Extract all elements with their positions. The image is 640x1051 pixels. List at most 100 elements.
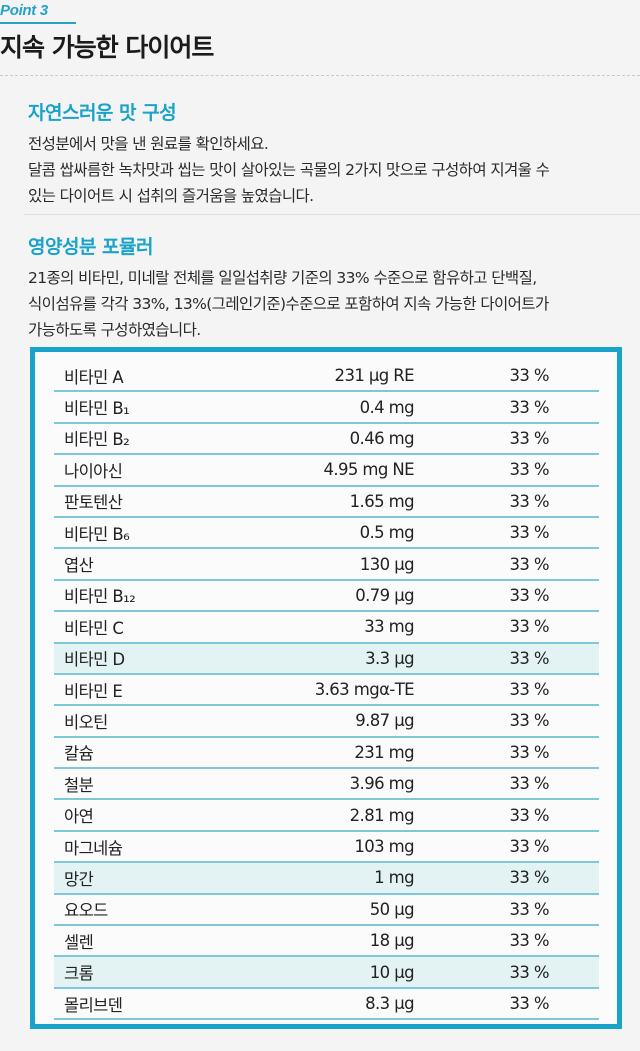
table-row: 아연 2.81 mg 33 % [54, 800, 599, 832]
nutrient-percent: 33 % [509, 460, 549, 480]
nutrition-formula-section: 영양성분 포뮬러 21종의 비타민, 미네랄 전체를 일일섭취량 기준의 33%… [28, 232, 620, 343]
table-row: 비타민 B₆ 0.5 mg 33 % [54, 518, 599, 550]
table-row: 칼슘 231 mg 33 % [54, 738, 599, 770]
nutrient-percent: 33 % [509, 428, 549, 448]
point-underline [0, 22, 76, 24]
nutrient-amount: 103 mg [354, 837, 414, 857]
natural-taste-heading: 자연스러운 맛 구성 [28, 102, 177, 124]
nutrient-name: 망간 [64, 869, 94, 889]
nutrient-amount: 231 μg RE [334, 366, 415, 386]
nutrient-percent: 33 % [509, 554, 549, 574]
nutrient-percent: 33 % [509, 397, 549, 417]
nutrient-table: 비타민 A 231 μg RE 33 % 비타민 B₁ 0.4 mg 33 % 비타민 B₂… [30, 347, 622, 1029]
page-title: 지속 가능한 다이어트 [0, 33, 214, 62]
nutrient-amount: 3.96 mg [349, 774, 415, 794]
nutrient-percent: 33 % [509, 994, 549, 1013]
nutrient-percent: 33 % [509, 648, 549, 668]
nutrient-amount: 18 μg [369, 931, 415, 951]
nutrient-amount: 2.81 mg [349, 805, 415, 825]
table-row: 셀렌 18 μg 33 % [54, 926, 599, 958]
table-row: 비타민 E 3.63 mgα-TE 33 % [54, 675, 599, 707]
nutrient-name: 비타민 B₆ [64, 524, 130, 544]
nutrient-name: 비타민 B₂ [64, 430, 130, 450]
table-row: 비타민 B₁ 0.4 mg 33 % [54, 392, 599, 424]
table-row: 판토텐산 1.65 mg 33 % [54, 487, 599, 518]
nutrient-name: 철분 [64, 775, 94, 795]
nutrient-amount: 8.3 μg [365, 994, 414, 1013]
nutrient-percent: 33 % [509, 491, 549, 511]
nutrient-amount: 3.3 μg [365, 648, 414, 668]
table-row: 비타민 C 33 mg 33 % [54, 612, 599, 644]
nutrient-name: 나이아신 [64, 461, 123, 481]
natural-taste-line-2: 달콤 쌉싸름한 녹차맛과 씹는 맛이 살아있는 곡물의 2가지 맛으로 구성하여… [28, 161, 550, 179]
nutrient-percent: 33 % [509, 962, 549, 982]
nutrition-formula-line-1: 21종의 비타민, 미네랄 전체를 일일섭취량 기준의 33% 수준으로 함유하… [28, 269, 537, 287]
dashed-divider [0, 75, 640, 76]
nutrient-amount: 0.79 μg [355, 585, 414, 605]
section-divider [24, 214, 640, 215]
natural-taste-section: 자연스러운 맛 구성 전성분에서 맛을 낸 원료를 확인하세요. 달콤 쌉싸름한… [28, 98, 620, 209]
table-row: 비타민 B₁₂ 0.79 μg 33 % [54, 581, 599, 613]
nutrient-amount: 130 μg [359, 554, 415, 574]
table-row: 비타민 A 231 μg RE 33 % [54, 361, 599, 393]
nutrient-amount: 0.46 mg [349, 428, 415, 448]
nutrient-amount: 33 mg [364, 617, 414, 637]
natural-taste-line-1: 전성분에서 맛을 낸 원료를 확인하세요. [28, 135, 269, 153]
nutrient-name: 마그네슘 [64, 838, 123, 858]
nutrient-name: 비타민 B₁₂ [64, 587, 136, 607]
nutrition-formula-text: 21종의 비타민, 미네랄 전체를 일일섭취량 기준의 33% 수준으로 함유하… [28, 265, 620, 343]
nutrient-percent: 33 % [509, 805, 549, 825]
nutrient-amount: 9.87 μg [355, 711, 414, 731]
nutrient-amount: 3.63 mgα-TE [314, 680, 415, 700]
point-label: Point 3 [0, 2, 48, 19]
nutrient-amount: 1 mg [374, 868, 414, 888]
table-row: 비타민 D 3.3 μg 33 % [54, 643, 599, 675]
nutrient-name: 몰리브덴 [64, 995, 123, 1015]
nutrient-percent: 33 % [509, 585, 549, 605]
nutrient-amount: 0.5 mg [359, 523, 415, 543]
table-row: 나이아신 4.95 mg NE 33 % [54, 455, 599, 487]
nutrient-name: 크롬 [64, 964, 94, 984]
nutrient-amount: 0.4 mg [359, 397, 415, 417]
table-row: 마그네슘 103 mg 33 % [54, 832, 599, 864]
nutrient-amount: 10 μg [369, 962, 415, 982]
nutrient-percent: 33 % [509, 617, 549, 637]
nutrition-formula-line-2: 식이섬유를 각각 33%, 13%(그레인기준)수준으로 포함하여 지속 가능한… [28, 295, 549, 313]
nutrient-name: 요오드 [64, 901, 108, 921]
table-row: 요오드 50 μg 33 % [54, 895, 599, 927]
nutrient-percent: 33 % [509, 868, 549, 888]
nutrient-name: 비오틴 [64, 712, 108, 732]
table-row: 엽산 130 μg 33 % [54, 549, 599, 581]
nutrition-formula-heading: 영양성분 포뮬러 [28, 236, 153, 258]
table-row: 비타민 B₂ 0.46 mg 33 % [54, 424, 599, 456]
nutrient-amount: 4.95 mg NE [323, 460, 414, 480]
nutrient-name: 판토텐산 [64, 493, 123, 513]
nutrient-name: 아연 [64, 807, 94, 827]
natural-taste-line-3: 있는 다이어트 시 섭취의 즐거움을 높였습니다. [28, 187, 314, 205]
nutrient-percent: 33 % [509, 711, 549, 731]
nutrient-percent: 33 % [509, 366, 549, 386]
nutrient-amount: 50 μg [369, 899, 415, 919]
nutrient-percent: 33 % [509, 523, 549, 543]
nutrient-percent: 33 % [509, 837, 549, 857]
nutrient-percent: 33 % [509, 774, 549, 794]
natural-taste-text: 전성분에서 맛을 낸 원료를 확인하세요. 달콤 쌉싸름한 녹차맛과 씹는 맛이… [28, 131, 620, 209]
table-row: 망간 1 mg 33 % [54, 863, 599, 895]
nutrient-name: 비타민 B₁ [64, 399, 130, 419]
table-row: 철분 3.96 mg 33 % [54, 769, 599, 801]
nutrient-percent: 33 % [509, 931, 549, 951]
nutrient-name: 엽산 [64, 556, 94, 576]
nutrient-name: 비타민 D [64, 650, 125, 670]
nutrient-amount: 1.65 mg [349, 491, 415, 511]
nutrition-formula-line-3: 가능하도록 구성하였습니다. [28, 321, 201, 339]
nutrient-name: 칼슘 [64, 744, 94, 764]
table-row: 몰리브덴 8.3 μg 33 % [54, 989, 599, 1021]
nutrient-name: 비타민 C [64, 618, 124, 638]
nutrient-percent: 33 % [509, 899, 549, 919]
table-row: 크롬 10 μg 33 % [54, 957, 599, 989]
nutrient-amount: 231 mg [354, 742, 414, 762]
nutrient-percent: 33 % [509, 680, 549, 700]
nutrient-percent: 33 % [509, 742, 549, 762]
nutrient-name: 비타민 E [64, 681, 123, 701]
table-row: 비오틴 9.87 μg 33 % [54, 706, 599, 738]
